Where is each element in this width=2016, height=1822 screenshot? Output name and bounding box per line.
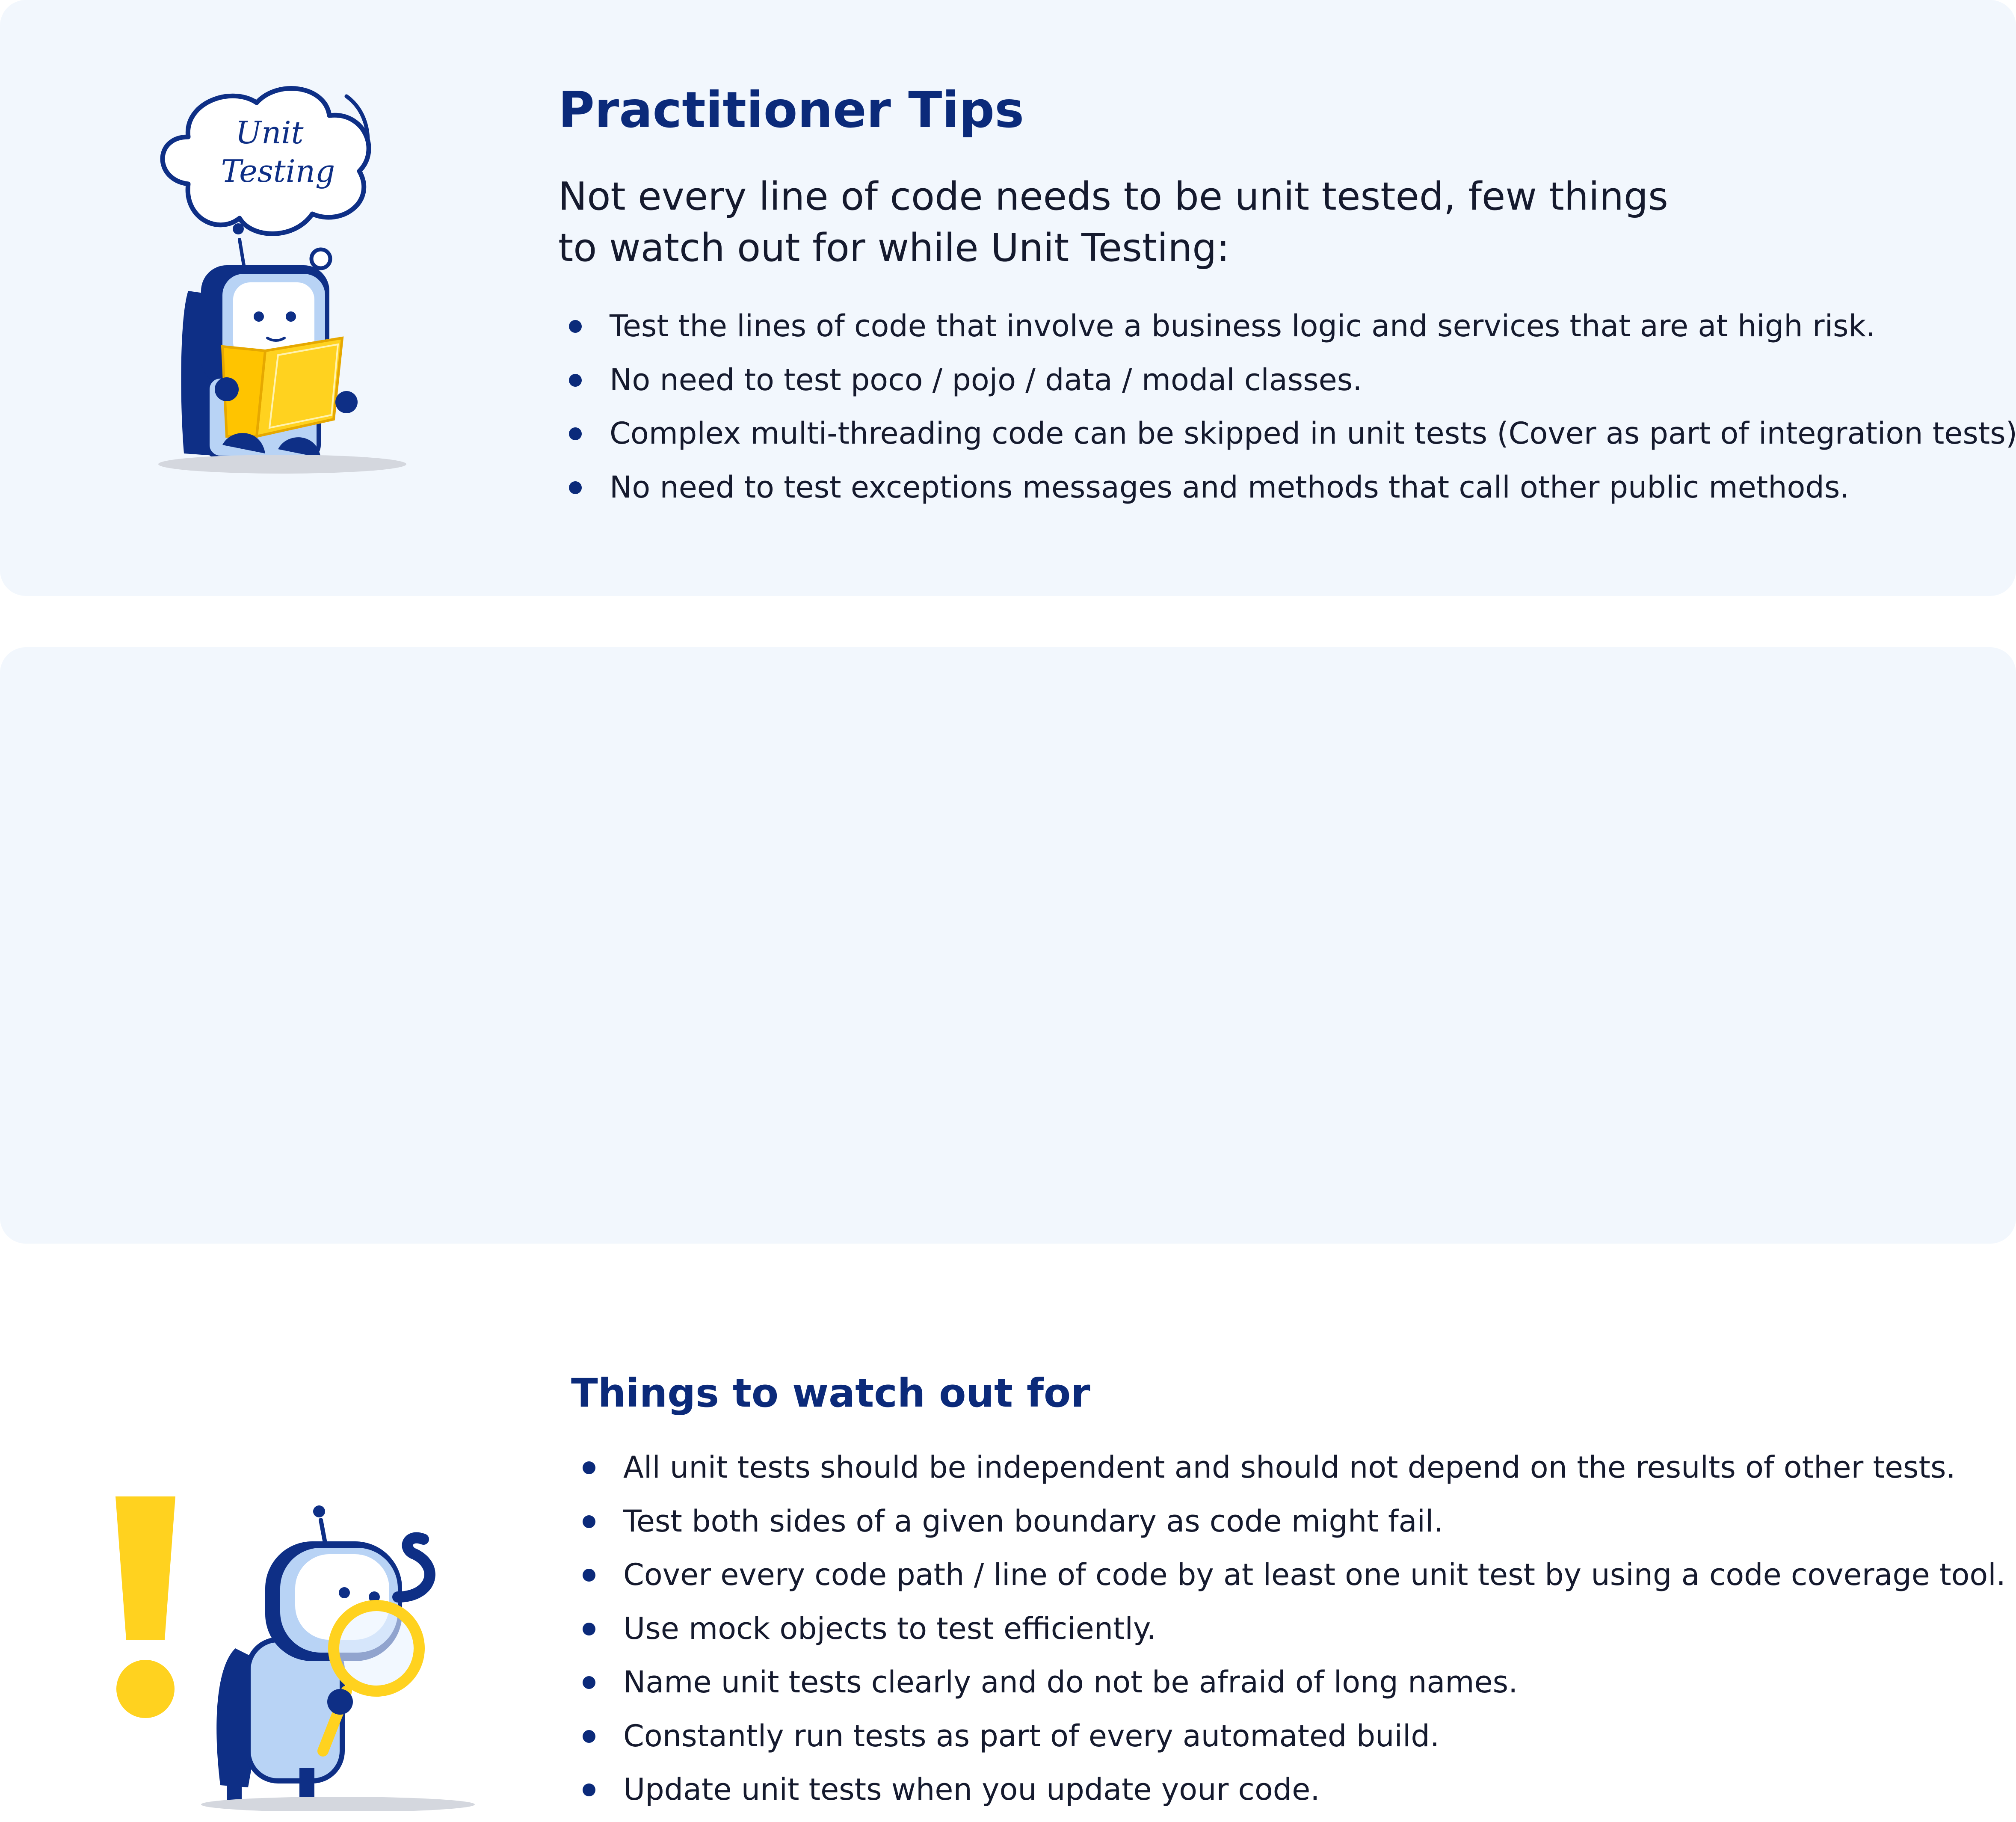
list-item-text: Update unit tests when you update your c… — [623, 1772, 1320, 1807]
list-item-text: Complex multi-threading code can be skip… — [610, 416, 2016, 451]
list-item-text: Test the lines of code that involve a bu… — [610, 308, 1876, 344]
bullet-icon — [583, 1783, 595, 1796]
list-item-text: Use mock objects to test efficiently. — [623, 1611, 1156, 1646]
intro-line-1: Not every line of code needs to be unit … — [558, 174, 1668, 219]
intro-line-2: to watch out for while Unit Testing: — [558, 225, 1230, 270]
bullet-icon — [569, 481, 582, 494]
list-item-text: Constantly run tests as part of every au… — [623, 1718, 1440, 1754]
bullet-icon — [569, 427, 582, 440]
list-item-text: Cover every code path / line of code by … — [623, 1557, 2006, 1592]
intro-text: Not every line of code needs to be unit … — [558, 171, 1927, 274]
bullet-icon — [583, 1461, 595, 1474]
list-item-text: Name unit tests clearly and do not be af… — [623, 1665, 1518, 1700]
bullet-icon — [583, 1622, 595, 1635]
list-item-text: Test both sides of a given boundary as c… — [623, 1503, 1443, 1539]
bullet-icon — [583, 1730, 595, 1743]
page-title: Practitioner Tips — [558, 81, 1024, 139]
robot-magnifying-glass-icon — [115, 1496, 475, 1811]
thought-bubble-text-unit: Unit Testing — [221, 115, 335, 189]
bullet-icon — [583, 1569, 595, 1582]
list-item-text: No need to test poco / pojo / data / mod… — [610, 362, 1362, 397]
bullet-icon — [583, 1676, 595, 1689]
section-title: Things to watch out for — [571, 1370, 1090, 1416]
bullet-icon — [569, 320, 582, 333]
list-item-text: No need to test exceptions messages and … — [610, 469, 1850, 505]
bullet-icon — [569, 373, 582, 387]
thought-bubble-word: Unit — [235, 115, 304, 151]
thought-bubble-word: Testing — [221, 153, 335, 189]
thought-bubble-icon — [160, 86, 371, 236]
list-item-text: All unit tests should be independent and… — [623, 1450, 1956, 1485]
bullet-icon — [583, 1515, 595, 1528]
exclamation-mark-icon — [115, 1496, 175, 1718]
robot-reading-book-icon: Unit Testing — [158, 86, 406, 474]
practitioner-tips-card: Unit Testing Practitioner Tips Not every … — [0, 0, 2016, 596]
watch-out-card: Things to watch out for All unit tests s… — [0, 647, 2016, 1811]
